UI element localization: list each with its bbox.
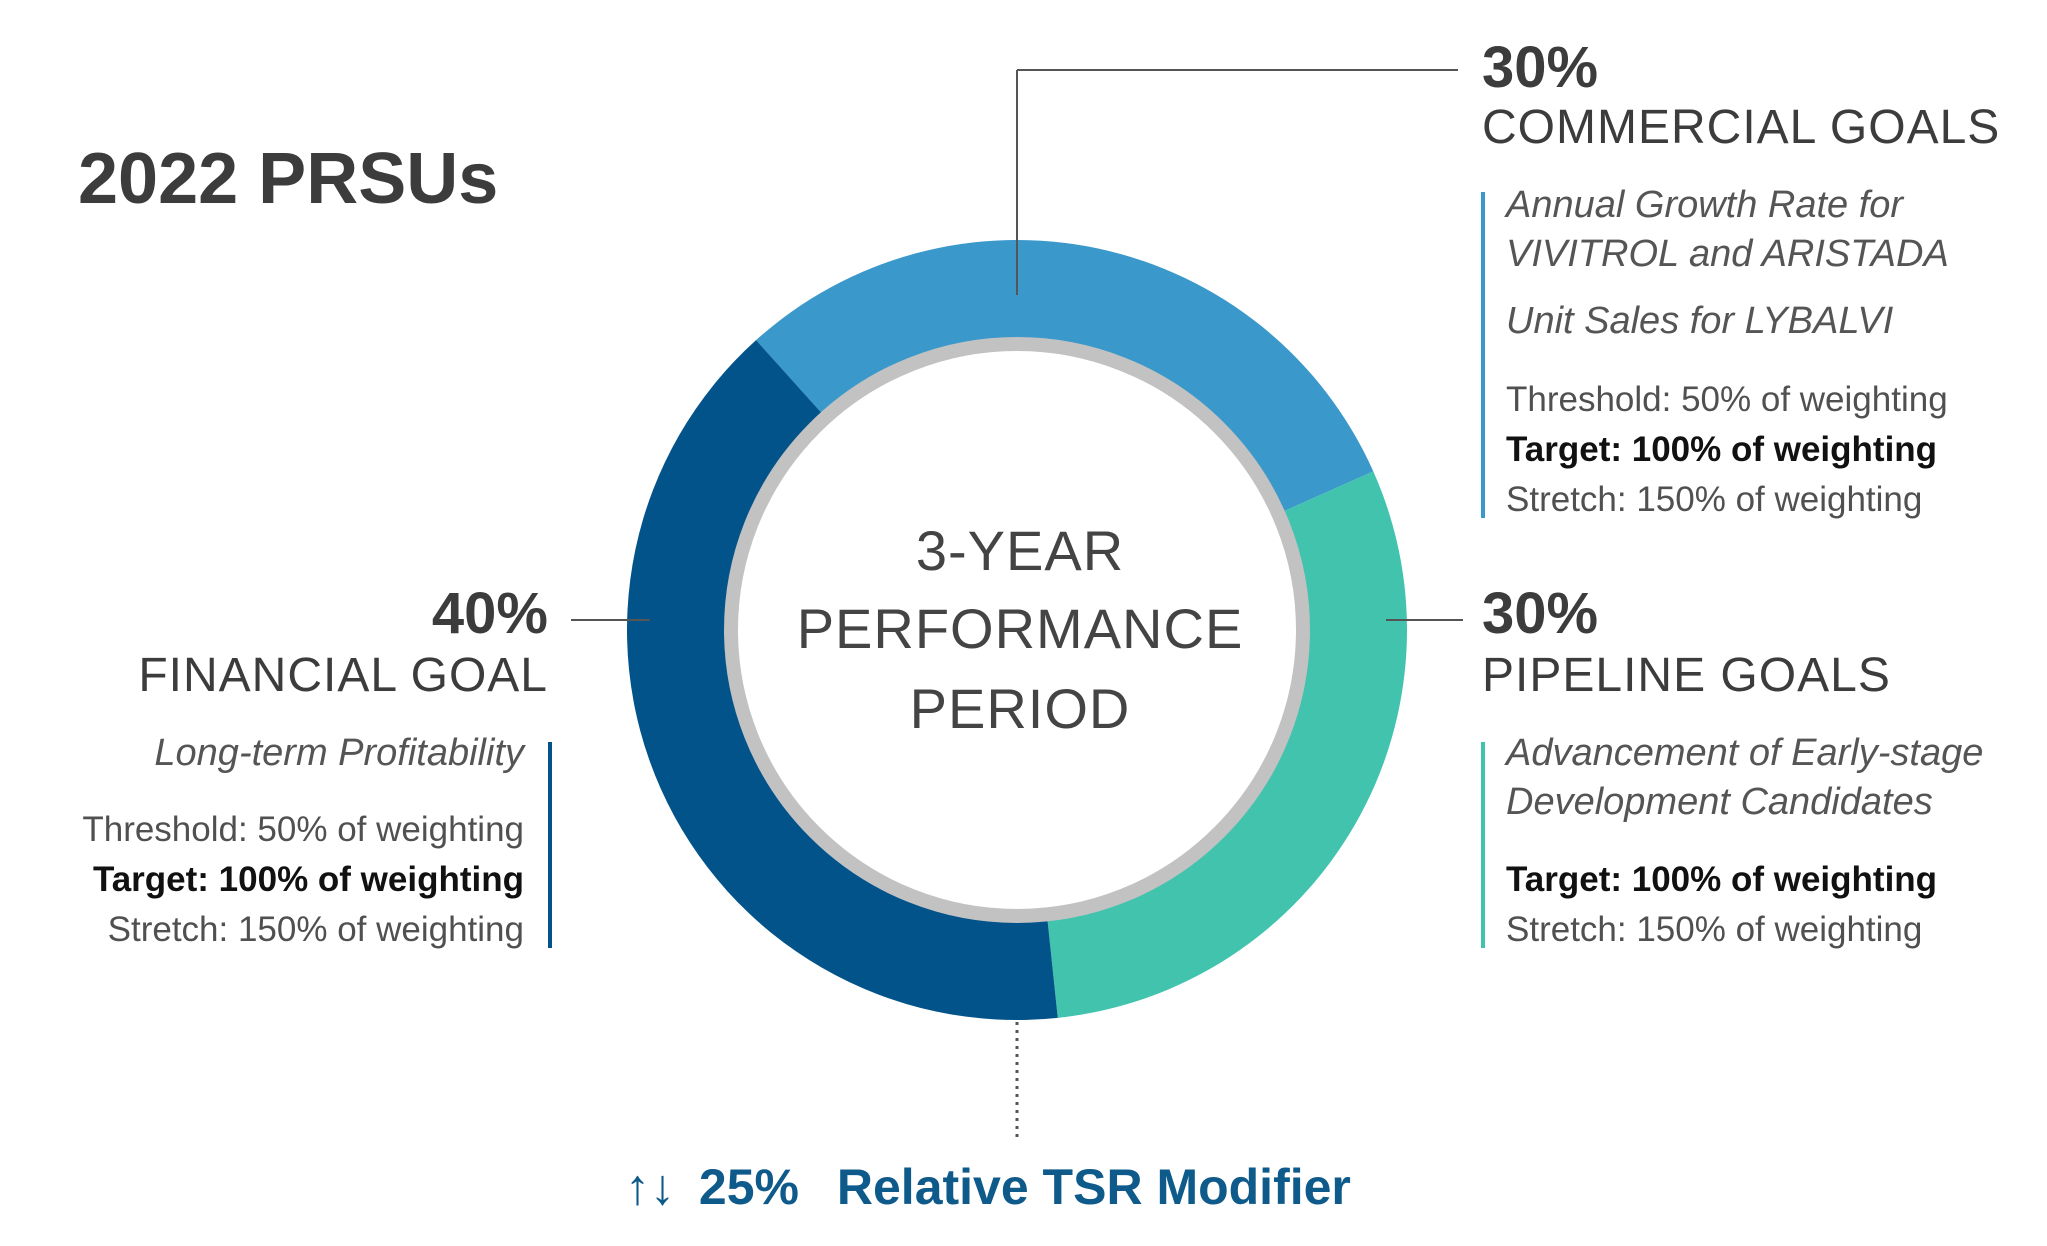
center-label-line3: PERIOD <box>909 677 1131 740</box>
center-label-line2: PERFORMANCE <box>796 597 1244 660</box>
financial-segment <box>627 340 1058 1020</box>
commercial-threshold: Threshold: 50% of weighting <box>1506 380 1948 419</box>
commercial-goal-label: COMMERCIAL GOALS <box>1482 101 2001 154</box>
financial-stretch: Stretch: 150% of weighting <box>107 910 524 949</box>
financial-percent: 40% <box>431 581 548 646</box>
pipeline-goal-label: PIPELINE GOALS <box>1482 649 1891 702</box>
financial-threshold: Threshold: 50% of weighting <box>82 810 524 849</box>
pipeline-stretch: Stretch: 150% of weighting <box>1506 910 1923 949</box>
commercial-stretch: Stretch: 150% of weighting <box>1506 480 1923 519</box>
financial-accent-bar <box>548 742 552 948</box>
pipeline-segment <box>1047 471 1407 1018</box>
pipeline-target: Target: 100% of weighting <box>1506 860 1938 899</box>
pipeline-accent-bar <box>1481 742 1485 948</box>
financial-target: Target: 100% of weighting <box>92 860 524 899</box>
commercial-segment <box>756 240 1374 513</box>
commercial-accent-bar <box>1481 192 1485 518</box>
commercial-desc-3: Unit Sales for LYBALVI <box>1506 300 1894 342</box>
financial-goal-label: FINANCIAL GOAL <box>138 649 548 702</box>
pipeline-desc-1: Advancement of Early-stage <box>1506 732 1984 774</box>
commercial-target: Target: 100% of weighting <box>1506 430 1938 469</box>
center-label-line1: 3-YEAR <box>915 519 1125 582</box>
tsr-modifier: ↑↓ 25% Relative TSR Modifier <box>625 1158 1351 1216</box>
modifier-percent: 25% <box>698 1159 799 1215</box>
pipeline-desc-2: Development Candidates <box>1506 781 1933 823</box>
pipeline-percent: 30% <box>1482 581 1599 646</box>
up-down-arrows-icon: ↑↓ <box>625 1159 675 1215</box>
page-title: 2022 PRSUs <box>78 139 499 219</box>
commercial-percent: 30% <box>1482 35 1599 100</box>
commercial-desc-1: Annual Growth Rate for <box>1506 184 1904 226</box>
commercial-desc-2: VIVITROL and ARISTADA <box>1506 233 1949 275</box>
modifier-label: Relative TSR Modifier <box>836 1159 1351 1215</box>
financial-desc-1: Long-term Profitability <box>154 732 524 774</box>
inner-ring <box>724 337 1310 923</box>
